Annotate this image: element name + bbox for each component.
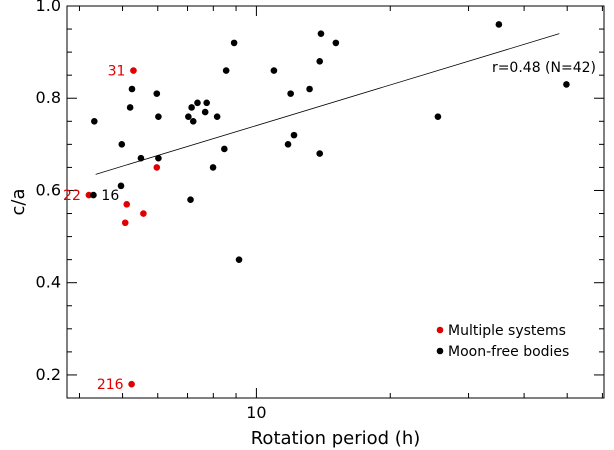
data-point	[316, 58, 324, 65]
plot-frame	[66, 5, 605, 399]
data-point	[434, 113, 442, 120]
data-point	[201, 108, 209, 116]
data-point	[118, 141, 126, 148]
trend-fit: r=0.48 (N=42)	[95, 33, 596, 175]
data-point	[91, 117, 98, 125]
data-point	[287, 90, 294, 97]
data-point	[137, 154, 145, 162]
x-tick-label: 10	[246, 403, 266, 422]
point-label: 31	[108, 64, 126, 80]
data-point	[187, 196, 194, 203]
legend-marker	[436, 347, 444, 355]
y-tick-label: 0.4	[36, 273, 61, 292]
data-point	[153, 164, 161, 171]
data-point	[317, 30, 325, 37]
data-point	[140, 210, 147, 217]
y-tick-label: 0.2	[36, 365, 61, 384]
y-tick-label: 0.8	[36, 88, 61, 107]
data-point	[128, 85, 136, 93]
data-point	[188, 104, 195, 111]
data-point	[121, 219, 129, 227]
data-point	[213, 113, 221, 120]
data-point	[85, 191, 93, 199]
data-points: 31 22 216 16	[63, 21, 570, 393]
data-point	[123, 201, 131, 208]
data-point	[290, 131, 298, 139]
point-label: 22	[63, 188, 81, 204]
data-point	[209, 164, 217, 171]
y-tick-label: 1.0	[36, 0, 61, 15]
data-point	[90, 191, 97, 199]
data-point	[316, 150, 324, 157]
data-point	[155, 113, 162, 120]
legend-label: Multiple systems	[448, 323, 566, 339]
data-point	[126, 104, 134, 111]
data-point	[235, 256, 243, 263]
data-point	[194, 99, 201, 107]
data-point	[155, 154, 162, 162]
data-point	[117, 182, 125, 190]
data-point	[221, 145, 228, 153]
data-point	[130, 67, 137, 74]
plot-area: 0.2 0.4 0.6 0.8 1.0 10 Rotation period (h) c/a	[8, 0, 605, 449]
data-point	[153, 90, 161, 97]
legend: Multiple systems Moon-free bodies	[436, 323, 569, 360]
y-axis-label: c/a	[8, 189, 29, 216]
point-label: 16	[101, 188, 119, 204]
fit-stats-label: r=0.48 (N=42)	[492, 60, 596, 76]
data-point	[332, 39, 340, 47]
data-point	[185, 113, 192, 120]
data-point	[230, 39, 238, 47]
data-point	[563, 81, 570, 88]
point-label: 216	[97, 377, 124, 393]
data-point	[222, 67, 230, 74]
data-point	[284, 141, 292, 148]
y-tick-label: 0.6	[36, 180, 61, 199]
data-point	[203, 99, 210, 107]
data-point	[306, 85, 313, 93]
fit-line	[95, 33, 560, 175]
data-point	[495, 21, 503, 28]
legend-marker	[436, 326, 444, 334]
x-axis-label: Rotation period (h)	[251, 428, 421, 449]
data-point	[270, 67, 278, 74]
data-point	[128, 380, 135, 388]
data-point	[189, 117, 197, 125]
legend-label: Moon-free bodies	[448, 344, 569, 360]
